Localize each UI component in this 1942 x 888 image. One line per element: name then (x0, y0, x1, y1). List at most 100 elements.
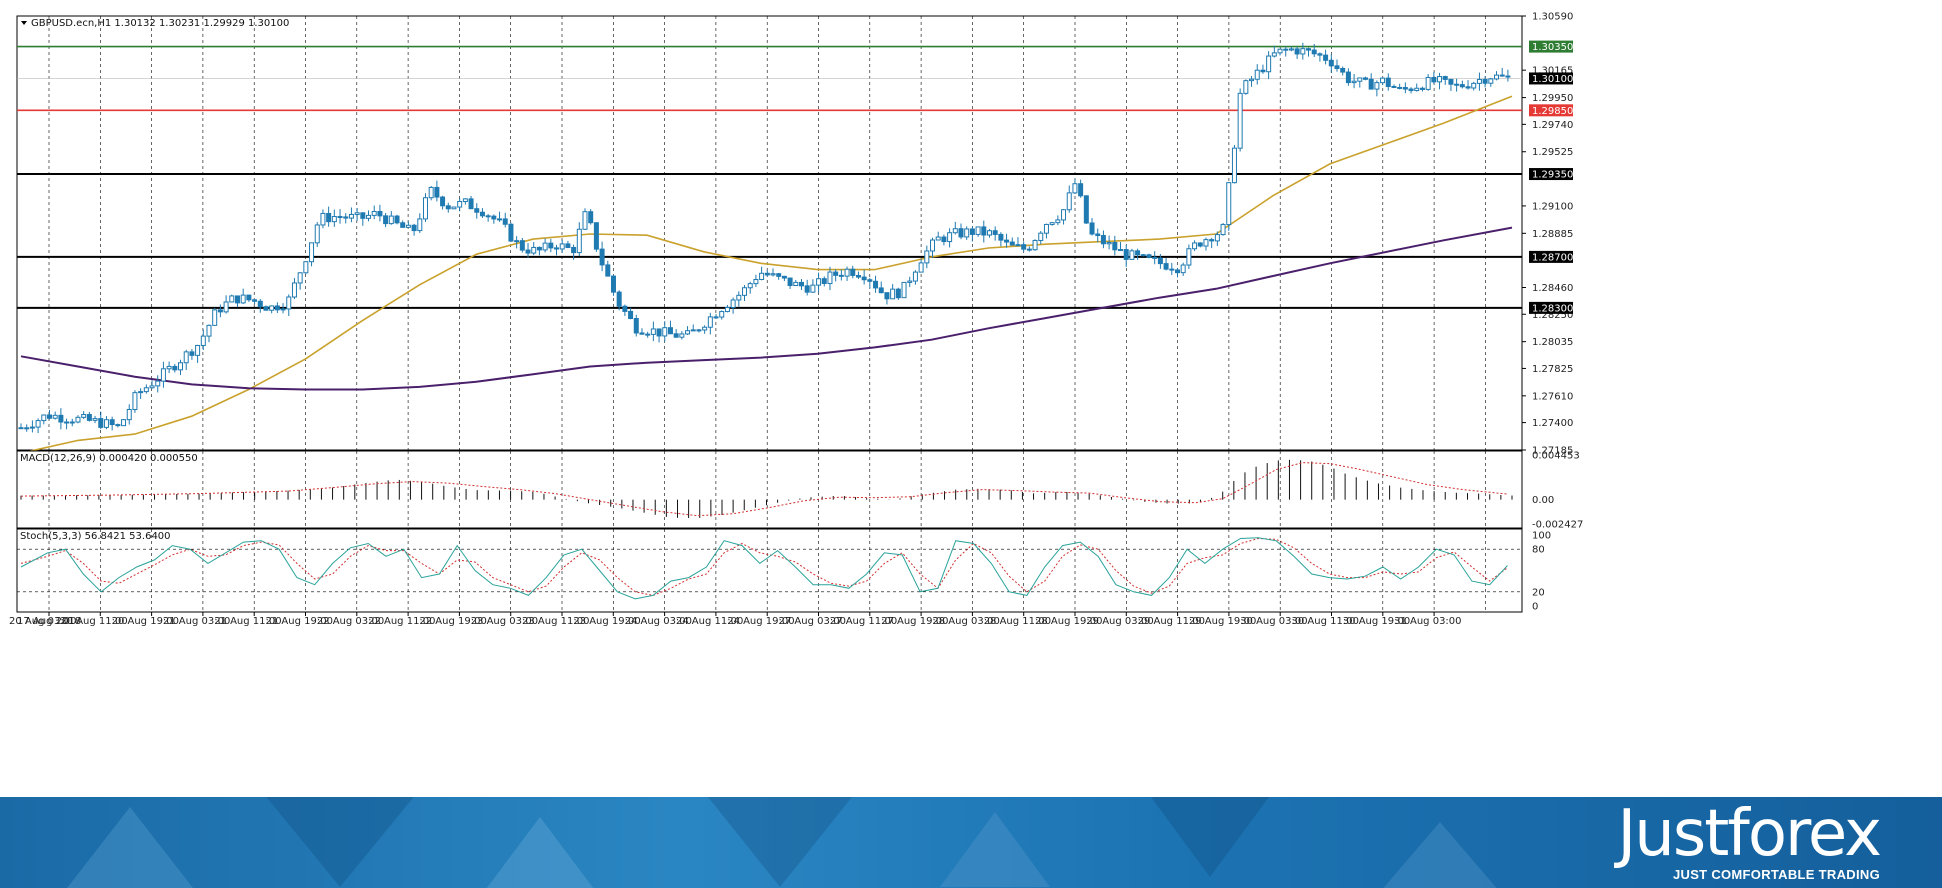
candle-body (468, 198, 474, 210)
candle-body (1055, 219, 1061, 224)
candle-body (417, 218, 423, 232)
candle-body (508, 223, 514, 242)
candle-body (1220, 224, 1226, 236)
price-panel[interactable]: 1.30590 1.30165 1.29950 1.29740 1.29525 1.291… (16, 12, 1573, 457)
candle-body (1340, 67, 1346, 73)
stoch-y-tick-label: 80 (1532, 545, 1545, 556)
candle-body (189, 351, 195, 356)
candle-body (821, 278, 827, 284)
candle-body (1192, 242, 1198, 250)
candle-body (1095, 233, 1101, 237)
candle-body (776, 273, 782, 277)
candle-body (1414, 87, 1420, 92)
candle-body (388, 215, 394, 225)
candle-body (497, 218, 503, 221)
candle-body (1015, 244, 1021, 247)
candle-body (1169, 268, 1175, 271)
x-tick-label: 28 Aug 11:00 (984, 616, 1051, 627)
candle-body (1311, 49, 1317, 55)
candle-body (1465, 86, 1471, 89)
candle-body (474, 208, 480, 213)
candle-body (884, 292, 890, 300)
price-level-tag (1529, 250, 1573, 263)
y-tick-label: 1.29950 (1532, 93, 1573, 104)
moving-average-line (20, 95, 1513, 454)
candle-body (536, 246, 542, 251)
candle-body (297, 272, 303, 284)
moving-average-line (20, 226, 1513, 391)
price-panel-frame (16, 15, 1523, 451)
candle-body (1157, 257, 1163, 265)
candle-body (98, 418, 104, 428)
candle-body (1174, 269, 1180, 274)
candle-body (798, 281, 804, 287)
candle-body (941, 236, 947, 243)
candle-body (1328, 59, 1334, 67)
x-tick-label: 29 Aug 19:00 (1189, 616, 1256, 627)
candle-body (628, 310, 634, 320)
candle-body (616, 291, 622, 307)
candle-body (75, 416, 81, 423)
candle-body (702, 326, 708, 331)
candle-body (172, 365, 178, 371)
candle-body (86, 414, 92, 421)
candle-body (428, 186, 434, 199)
x-tick-label: 27 Aug 03:00 (779, 616, 846, 627)
candle-body (217, 309, 223, 313)
candle-body (377, 211, 383, 217)
candle-body (804, 285, 810, 293)
candle-body (565, 243, 571, 248)
candle-body (599, 248, 605, 266)
candle-body (1271, 52, 1277, 57)
candle-body (383, 215, 389, 225)
candle-body (992, 230, 998, 235)
candle-body (1459, 84, 1465, 88)
x-tick-label: 17 Aug 2018 (17, 616, 81, 627)
candle-body (1260, 69, 1266, 73)
candle-body (149, 385, 155, 389)
candle-body (360, 212, 366, 219)
candle-body (1209, 239, 1215, 242)
candle-body (263, 306, 269, 311)
candle-body (1237, 92, 1243, 149)
x-tick-label: 22 Aug 19:00 (419, 616, 486, 627)
stoch-title: Stoch(5,3,3) 56.8421 53.6400 (20, 531, 171, 542)
macd-y-tick-label: 0.00 (1532, 495, 1554, 506)
candle-body (411, 224, 417, 232)
trading-chart[interactable]: 1.30590 1.30165 1.29950 1.29740 1.29525 1.291… (0, 0, 1942, 797)
justforex-logo: Justforex (1617, 797, 1882, 871)
y-tick-label: 1.27610 (1532, 391, 1573, 402)
candle-body (1402, 87, 1408, 90)
candle-body (918, 262, 924, 273)
candle-body (257, 300, 263, 308)
candle-body (1357, 77, 1363, 82)
candle-body (713, 316, 719, 319)
candle-body (434, 186, 440, 198)
y-tick-label: 1.27400 (1532, 418, 1573, 429)
candle-body (787, 277, 793, 287)
stochastic-panel[interactable]: 100 80 20 0 Stoch(5,3,3) 56.8421 53.6400 (16, 528, 1551, 613)
y-tick-label: 1.27825 (1532, 364, 1573, 375)
x-tick-label: 23 Aug 03:00 (471, 616, 538, 627)
candle-body (303, 261, 309, 274)
candle-body (1231, 147, 1237, 184)
candle-body (92, 418, 98, 421)
candle-body (326, 212, 332, 223)
brand-tagline: JUST COMFORTABLE TRADING (1672, 867, 1880, 882)
x-tick-label: 21 Aug 11:00 (214, 616, 281, 627)
candle-body (69, 421, 75, 424)
candle-body (1197, 242, 1203, 247)
candle-body (1180, 264, 1186, 274)
candle-body (138, 391, 144, 394)
candle-body (930, 239, 936, 252)
x-tick-label: 22 Aug 11:00 (368, 616, 435, 627)
candle-body (844, 268, 850, 277)
candle-body (1425, 76, 1431, 90)
candle-body (747, 283, 753, 289)
candle-body (1454, 83, 1460, 86)
candle-body (633, 318, 639, 334)
price-level-tag (1529, 168, 1573, 181)
candle-body (246, 294, 252, 301)
macd-panel[interactable]: 0.004453 0.00 -0.002427 MACD(12,26,9) 0.000… (16, 450, 1583, 531)
candle-body (901, 281, 907, 299)
